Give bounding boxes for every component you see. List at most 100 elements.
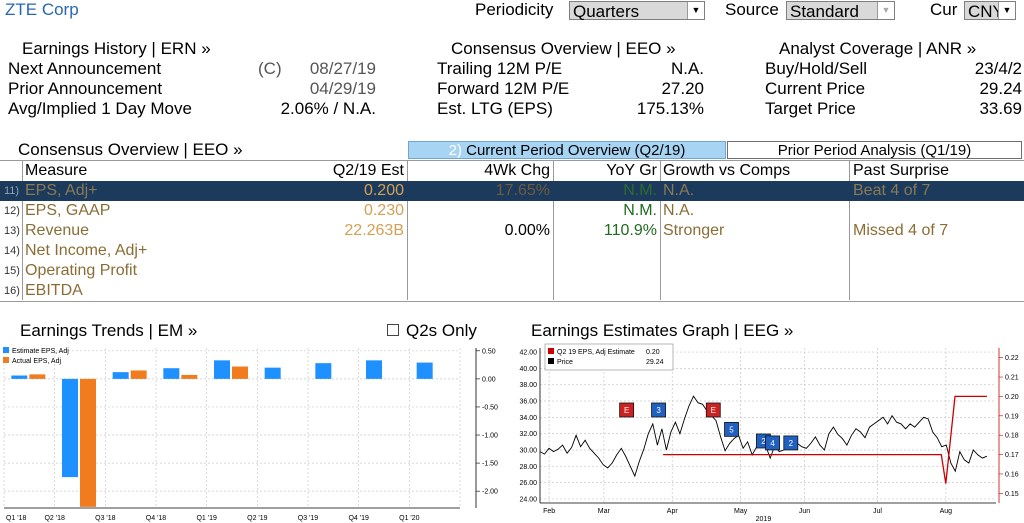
y-right-tick-label: 0.15 (1005, 491, 1019, 498)
tab-current-period[interactable]: 2) Current Period Overview (Q2/19) (408, 141, 726, 159)
table-divider (407, 161, 408, 300)
measure-cell: EBITDA (25, 282, 83, 299)
bar-actual[interactable] (29, 374, 46, 379)
bar-actual[interactable] (80, 378, 96, 507)
chevron-down-icon[interactable]: ▼ (998, 2, 1015, 19)
x-tick-label: Q4 '19 (348, 515, 369, 522)
table-row[interactable]: 13) Revenue 22.263B 0.00% 110.9% Stronge… (0, 221, 1024, 241)
y-tick-label: 0.00 (482, 376, 496, 383)
y-right-tick-label: 0.21 (1005, 375, 1019, 382)
current-price-label: Current Price (765, 79, 866, 98)
bar-estimate[interactable] (315, 363, 332, 379)
col-growth-vs-comps[interactable]: Growth vs Comps (663, 162, 791, 179)
col-measure[interactable]: Measure (25, 162, 88, 179)
bar-estimate[interactable] (264, 367, 281, 379)
est-ltg-label: Est. LTG (EPS) (437, 99, 553, 118)
y-left-tick-label: 42.00 (519, 350, 537, 357)
bar-actual[interactable] (181, 374, 198, 379)
y-tick-label: 0.50 (482, 348, 496, 355)
currency-select[interactable]: CNY ▼ (964, 1, 1016, 21)
comps-cell: N.A. (663, 182, 695, 199)
y-tick-label: -1.00 (482, 433, 498, 440)
q2s-only-label: Q2s Only (406, 321, 477, 340)
earnings-trends-chart[interactable]: 0.50 0.00 -0.50 -1.00 -1.50 -2.00 Q1 '18 Q2 '18… (0, 342, 505, 523)
y-right-tick-label: 0.22 (1005, 355, 1019, 362)
estimate-cell: 0.230 (363, 202, 404, 219)
graph-legend-box (544, 343, 674, 371)
est-ltg-value: 175.13% (636, 99, 704, 118)
y-right-tick-label: 0.19 (1005, 413, 1019, 420)
table-row[interactable]: 15) Operating Profit (0, 261, 1024, 281)
source-select[interactable]: Standard ▼ (786, 1, 895, 21)
revision-marker[interactable] (783, 435, 799, 451)
yoy-cell: 110.9% (603, 222, 657, 239)
x-tick-label: Q3 '18 (95, 515, 116, 522)
measure-cell: EPS, Adj+ (25, 182, 98, 199)
row-number: 11) (4, 185, 20, 197)
col-yoy-gr[interactable]: YoY Gr (606, 162, 657, 179)
row-number: 12) (4, 205, 20, 217)
earnings-history-link[interactable]: Earnings History | ERN » (22, 39, 211, 58)
legend-swatch-price (548, 358, 554, 364)
chevron-down-icon[interactable]: ▼ (687, 2, 704, 19)
table-row[interactable]: 11) EPS, Adj+ 0.200 17.65% N.M. N.A. Bea… (0, 181, 1024, 201)
x-tick-label: Mar (598, 508, 611, 515)
estimates-graph-chart[interactable]: E 3 E52 4 2 42.0040.0038.0036.0034.0032.0030… (505, 342, 1024, 523)
current-price-value: 29.24 (979, 79, 1022, 98)
row-number: 16) (4, 285, 20, 297)
revision-marker-label: E (711, 406, 716, 415)
periodicity-value: Quarters (573, 2, 640, 21)
cur-label: Cur (930, 0, 958, 19)
revision-marker[interactable] (724, 421, 739, 437)
col-4wk-chg[interactable]: 4Wk Chg (484, 162, 550, 179)
bar-estimate[interactable] (163, 368, 180, 379)
y-left-tick-label: 26.00 (519, 480, 537, 487)
estimate-line[interactable] (663, 395, 987, 484)
table-row[interactable]: 12) EPS, GAAP 0.230 N.M. N.A. (0, 201, 1024, 221)
bar-estimate[interactable] (112, 372, 129, 379)
tab-prior-period[interactable]: Prior Period Analysis (Q1/19) (727, 141, 1022, 159)
x-tick-label: Apr (667, 508, 679, 515)
revision-marker[interactable] (651, 402, 666, 418)
chevron-down-icon[interactable]: ▼ (877, 2, 894, 19)
earnings-trends-link[interactable]: Earnings Trends | EM » (20, 321, 198, 340)
consensus-overview-link[interactable]: Consensus Overview | EEO » (451, 39, 676, 58)
revision-marker[interactable] (619, 402, 635, 418)
revision-marker[interactable] (765, 435, 780, 451)
col-past-surprise[interactable]: Past Surprise (853, 162, 950, 179)
confirmed-flag: (C) (258, 59, 282, 78)
y-right-tick-label: 0.18 (1005, 433, 1019, 440)
y-right-tick-label: 0.17 (1005, 452, 1019, 459)
tab-prior-period-label: Prior Period Analysis (Q1/19) (777, 142, 972, 159)
legend-swatch-estimate (3, 347, 9, 353)
revision-marker-label: 2 (789, 439, 794, 448)
chg-cell: 17.65% (495, 182, 550, 199)
row-number: 13) (4, 225, 20, 237)
y-right-tick-label: 0.16 (1005, 471, 1019, 478)
periodicity-label: Periodicity (475, 0, 554, 19)
periodicity-select[interactable]: Quarters ▼ (569, 1, 705, 21)
y-left-tick-label: 30.00 (519, 447, 537, 454)
y-tick-label: -2.00 (482, 489, 498, 496)
bar-estimate[interactable] (416, 362, 433, 379)
bar-estimate[interactable] (11, 375, 28, 379)
estimates-graph-link[interactable]: Earnings Estimates Graph | EEG » (531, 321, 794, 340)
revision-marker[interactable] (705, 402, 721, 418)
bar-actual[interactable] (232, 366, 248, 379)
bar-estimate[interactable] (366, 360, 382, 379)
estimate-cell: 22.263B (344, 222, 404, 239)
bar-estimate[interactable] (214, 360, 230, 379)
table-row[interactable]: 14) Net Income, Adj+ (0, 241, 1024, 261)
col-estimate[interactable]: Q2/19 Est (332, 162, 404, 179)
company-name[interactable]: ZTE Corp (5, 0, 79, 19)
analyst-coverage-link[interactable]: Analyst Coverage | ANR » (779, 39, 977, 58)
target-price-value: 33.69 (979, 99, 1022, 118)
q2s-only-checkbox[interactable] (387, 324, 399, 336)
avg-move-label: Avg/Implied 1 Day Move (8, 99, 192, 118)
consensus-table-title[interactable]: Consensus Overview | EEO » (18, 140, 243, 159)
bar-estimate[interactable] (62, 378, 78, 478)
table-row[interactable]: 16) EBITDA (0, 281, 1024, 301)
legend-price-value: 29.24 (646, 359, 664, 366)
bar-actual[interactable] (130, 370, 147, 379)
y-left-tick-label: 36.00 (519, 399, 537, 406)
